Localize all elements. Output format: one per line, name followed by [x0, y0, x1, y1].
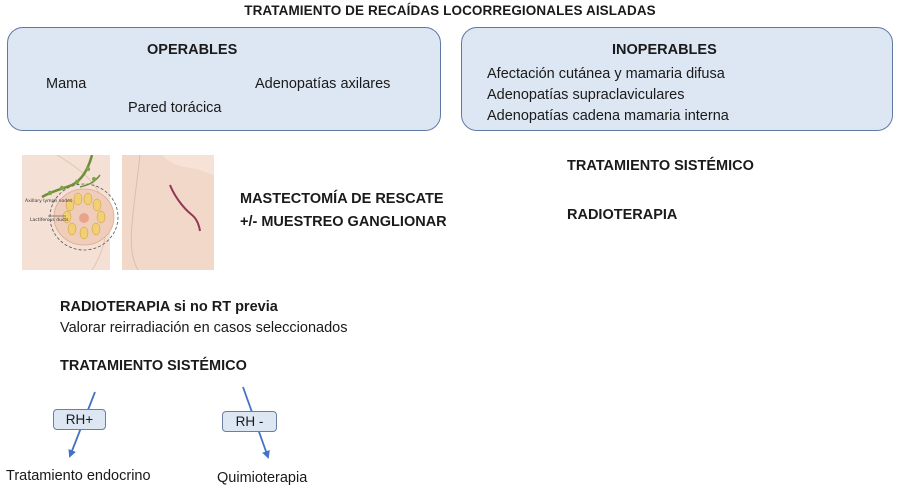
badge-rh-negative: RH -: [222, 411, 277, 432]
outcome-endocrine: Tratamiento endocrino: [6, 468, 151, 484]
operables-item-pared: Pared torácica: [128, 100, 222, 116]
inoperable-treatment-systemic: TRATAMIENTO SISTÉMICO: [567, 158, 754, 174]
surgery-line-1: MASTECTOMÍA DE RESCATE: [240, 191, 444, 207]
page-title: TRATAMIENTO DE RECAÍDAS LOCORREGIONALES …: [244, 3, 656, 18]
inoperables-box: [461, 27, 893, 131]
outcome-chemotherapy: Quimioterapia: [217, 470, 308, 486]
systemic-heading: TRATAMIENTO SISTÉMICO: [60, 358, 247, 374]
badge-rh-positive: RH+: [53, 409, 106, 430]
inoperables-item-supraclaviculares: Adenopatías supraclaviculares: [487, 87, 685, 103]
operables-item-adenopatias: Adenopatías axilares: [255, 76, 391, 92]
inoperables-heading: INOPERABLES: [612, 42, 717, 58]
breast-anatomy-illustration: Axillary lymph nodes Lactiferous ducts: [22, 154, 214, 271]
radiotherapy-note: Valorar reirradiación en casos seleccion…: [60, 320, 348, 336]
inoperable-treatment-radiotherapy: RADIOTERAPIA: [567, 207, 678, 223]
illustration-label-nodes: Axillary lymph nodes: [25, 198, 73, 204]
illustration-label-ducts: Lactiferous ducts: [30, 217, 69, 223]
operables-heading: OPERABLES: [147, 42, 238, 58]
operables-item-mama: Mama: [46, 76, 87, 92]
operables-box: [7, 27, 441, 131]
inoperables-item-mamaria-interna: Adenopatías cadena mamaria interna: [487, 108, 729, 124]
inoperables-item-cutanea: Afectación cutánea y mamaria difusa: [487, 66, 725, 82]
radiotherapy-heading: RADIOTERAPIA si no RT previa: [60, 299, 278, 315]
surgery-line-2: +/- MUESTREO GANGLIONAR: [240, 214, 447, 230]
